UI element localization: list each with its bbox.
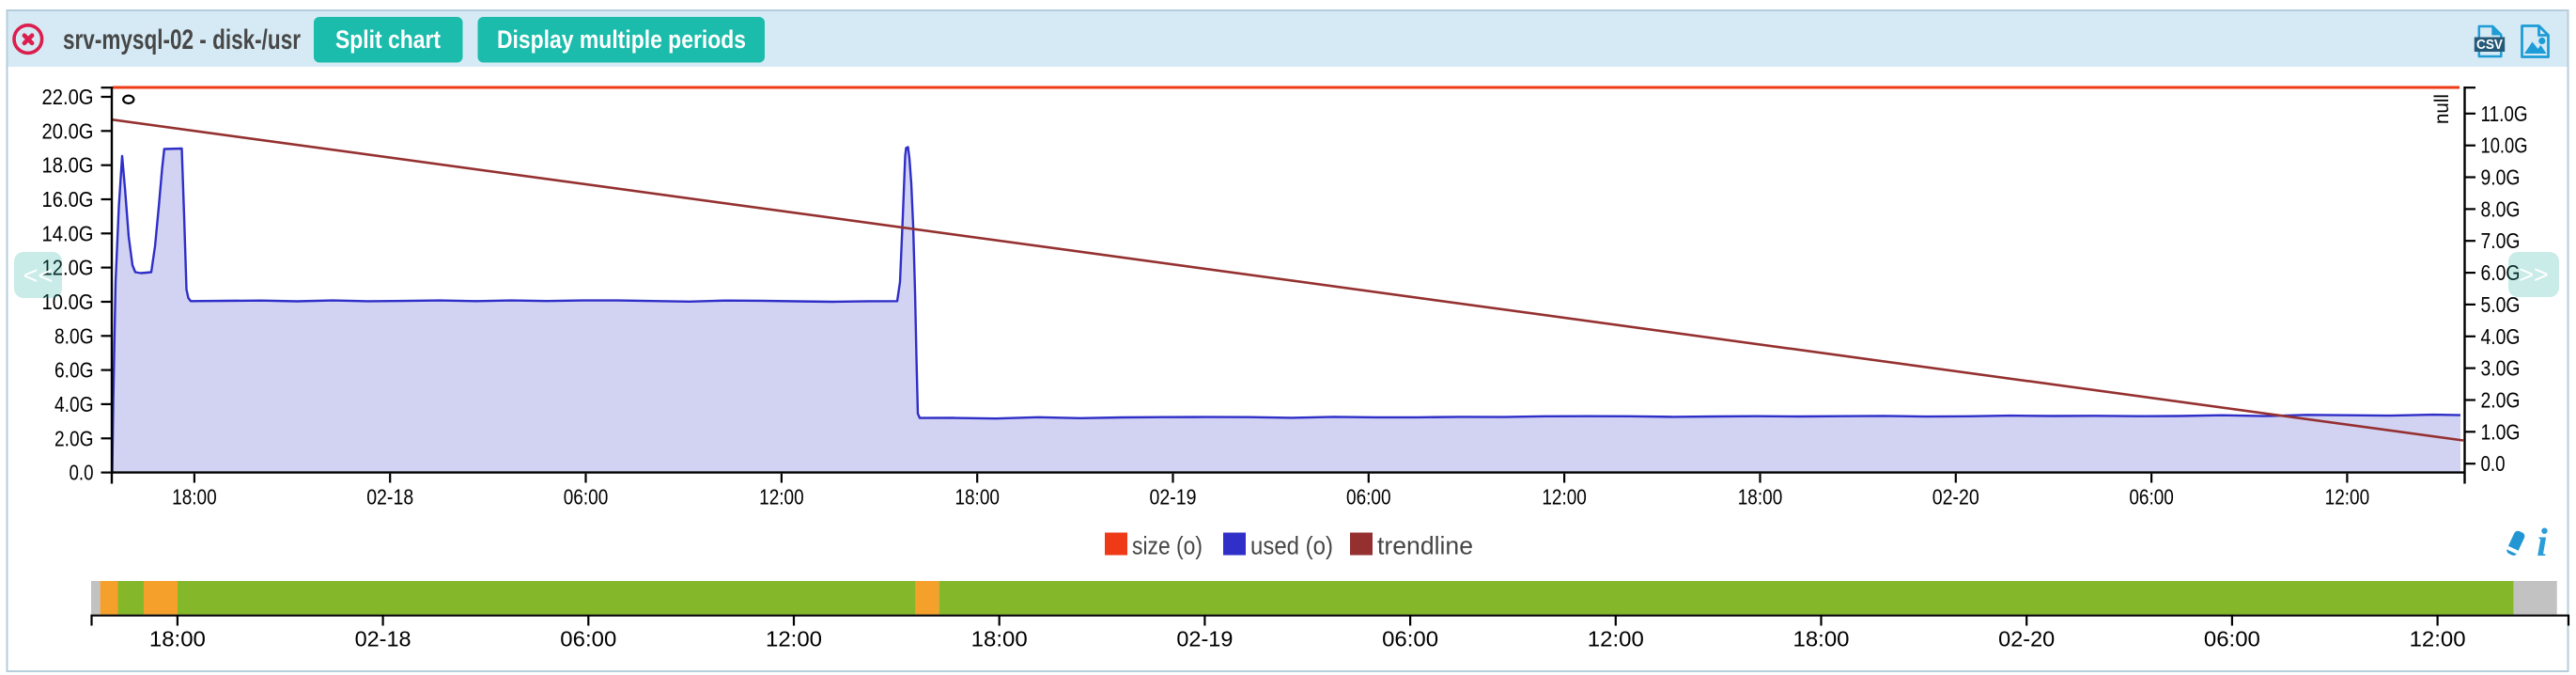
svg-text:8.0G: 8.0G (54, 323, 94, 348)
svg-text:i: i (2537, 522, 2548, 565)
svg-text:12.0G: 12.0G (42, 256, 94, 280)
svg-text:18:00: 18:00 (971, 627, 1028, 651)
svg-text:18.0G: 18.0G (42, 153, 94, 178)
svg-text:20.0G: 20.0G (42, 118, 94, 143)
svg-text:Display multiple periods: Display multiple periods (497, 25, 746, 54)
svg-text:2.0G: 2.0G (54, 426, 94, 450)
svg-text:02-20: 02-20 (1998, 627, 2055, 651)
svg-text:trendline: trendline (1377, 532, 1473, 560)
svg-text:02-18: 02-18 (366, 484, 413, 509)
svg-text:12:00: 12:00 (2325, 484, 2370, 509)
svg-text:null: null (2431, 94, 2453, 124)
svg-text:18:00: 18:00 (172, 484, 217, 509)
svg-text:<<: << (23, 261, 54, 290)
svg-text:3.0G: 3.0G (2481, 356, 2521, 381)
svg-text:12:00: 12:00 (759, 484, 804, 509)
svg-text:12:00: 12:00 (1588, 627, 1644, 651)
svg-text:6.0G: 6.0G (2481, 260, 2521, 285)
svg-text:06:00: 06:00 (1382, 627, 1438, 651)
svg-text:4.0G: 4.0G (54, 392, 94, 416)
svg-text:18:00: 18:00 (954, 484, 1000, 509)
svg-text:6.0G: 6.0G (54, 358, 94, 383)
svg-text:Split chart: Split chart (335, 25, 441, 54)
svg-text:02-19: 02-19 (1150, 484, 1197, 509)
svg-text:9.0G: 9.0G (2481, 165, 2521, 190)
svg-text:4.0G: 4.0G (2481, 324, 2521, 349)
svg-text:10.0G: 10.0G (2481, 133, 2528, 158)
svg-text:18:00: 18:00 (149, 627, 206, 651)
svg-text:16.0G: 16.0G (42, 187, 94, 212)
svg-text:0.0: 0.0 (70, 461, 94, 485)
svg-text:12:00: 12:00 (1542, 484, 1587, 509)
svg-text:02-20: 02-20 (1932, 484, 1979, 509)
svg-text:10.0G: 10.0G (42, 290, 94, 314)
svg-text:2.0G: 2.0G (2481, 388, 2521, 413)
svg-text:12:00: 12:00 (2410, 627, 2466, 651)
svg-text:06:00: 06:00 (560, 627, 616, 651)
svg-text:0.0: 0.0 (2481, 451, 2506, 476)
svg-text:18:00: 18:00 (1793, 627, 1850, 651)
svg-text:18:00: 18:00 (1738, 484, 1783, 509)
svg-text:7.0G: 7.0G (2481, 228, 2521, 253)
svg-text:22.0G: 22.0G (42, 85, 94, 109)
svg-text:8.0G: 8.0G (2481, 196, 2521, 221)
svg-text:06:00: 06:00 (2129, 484, 2174, 509)
svg-text:06:00: 06:00 (564, 484, 609, 509)
svg-text:5.0G: 5.0G (2481, 292, 2521, 317)
svg-text:12:00: 12:00 (766, 627, 822, 651)
svg-text:used (o): used (o) (1250, 532, 1333, 560)
svg-text:14.0G: 14.0G (42, 221, 94, 245)
svg-text:02-18: 02-18 (355, 627, 411, 651)
svg-text:srv-mysql-02 - disk-/usr: srv-mysql-02 - disk-/usr (63, 24, 301, 55)
svg-text:CSV: CSV (2476, 38, 2503, 53)
svg-text:06:00: 06:00 (1346, 484, 1391, 509)
svg-text:1.0G: 1.0G (2481, 419, 2521, 444)
svg-text:size (o): size (o) (1132, 532, 1203, 560)
svg-text:02-19: 02-19 (1176, 627, 1233, 651)
svg-text:11.0G: 11.0G (2481, 102, 2528, 126)
svg-text:>>: >> (2519, 260, 2549, 289)
svg-text:06:00: 06:00 (2204, 627, 2260, 651)
